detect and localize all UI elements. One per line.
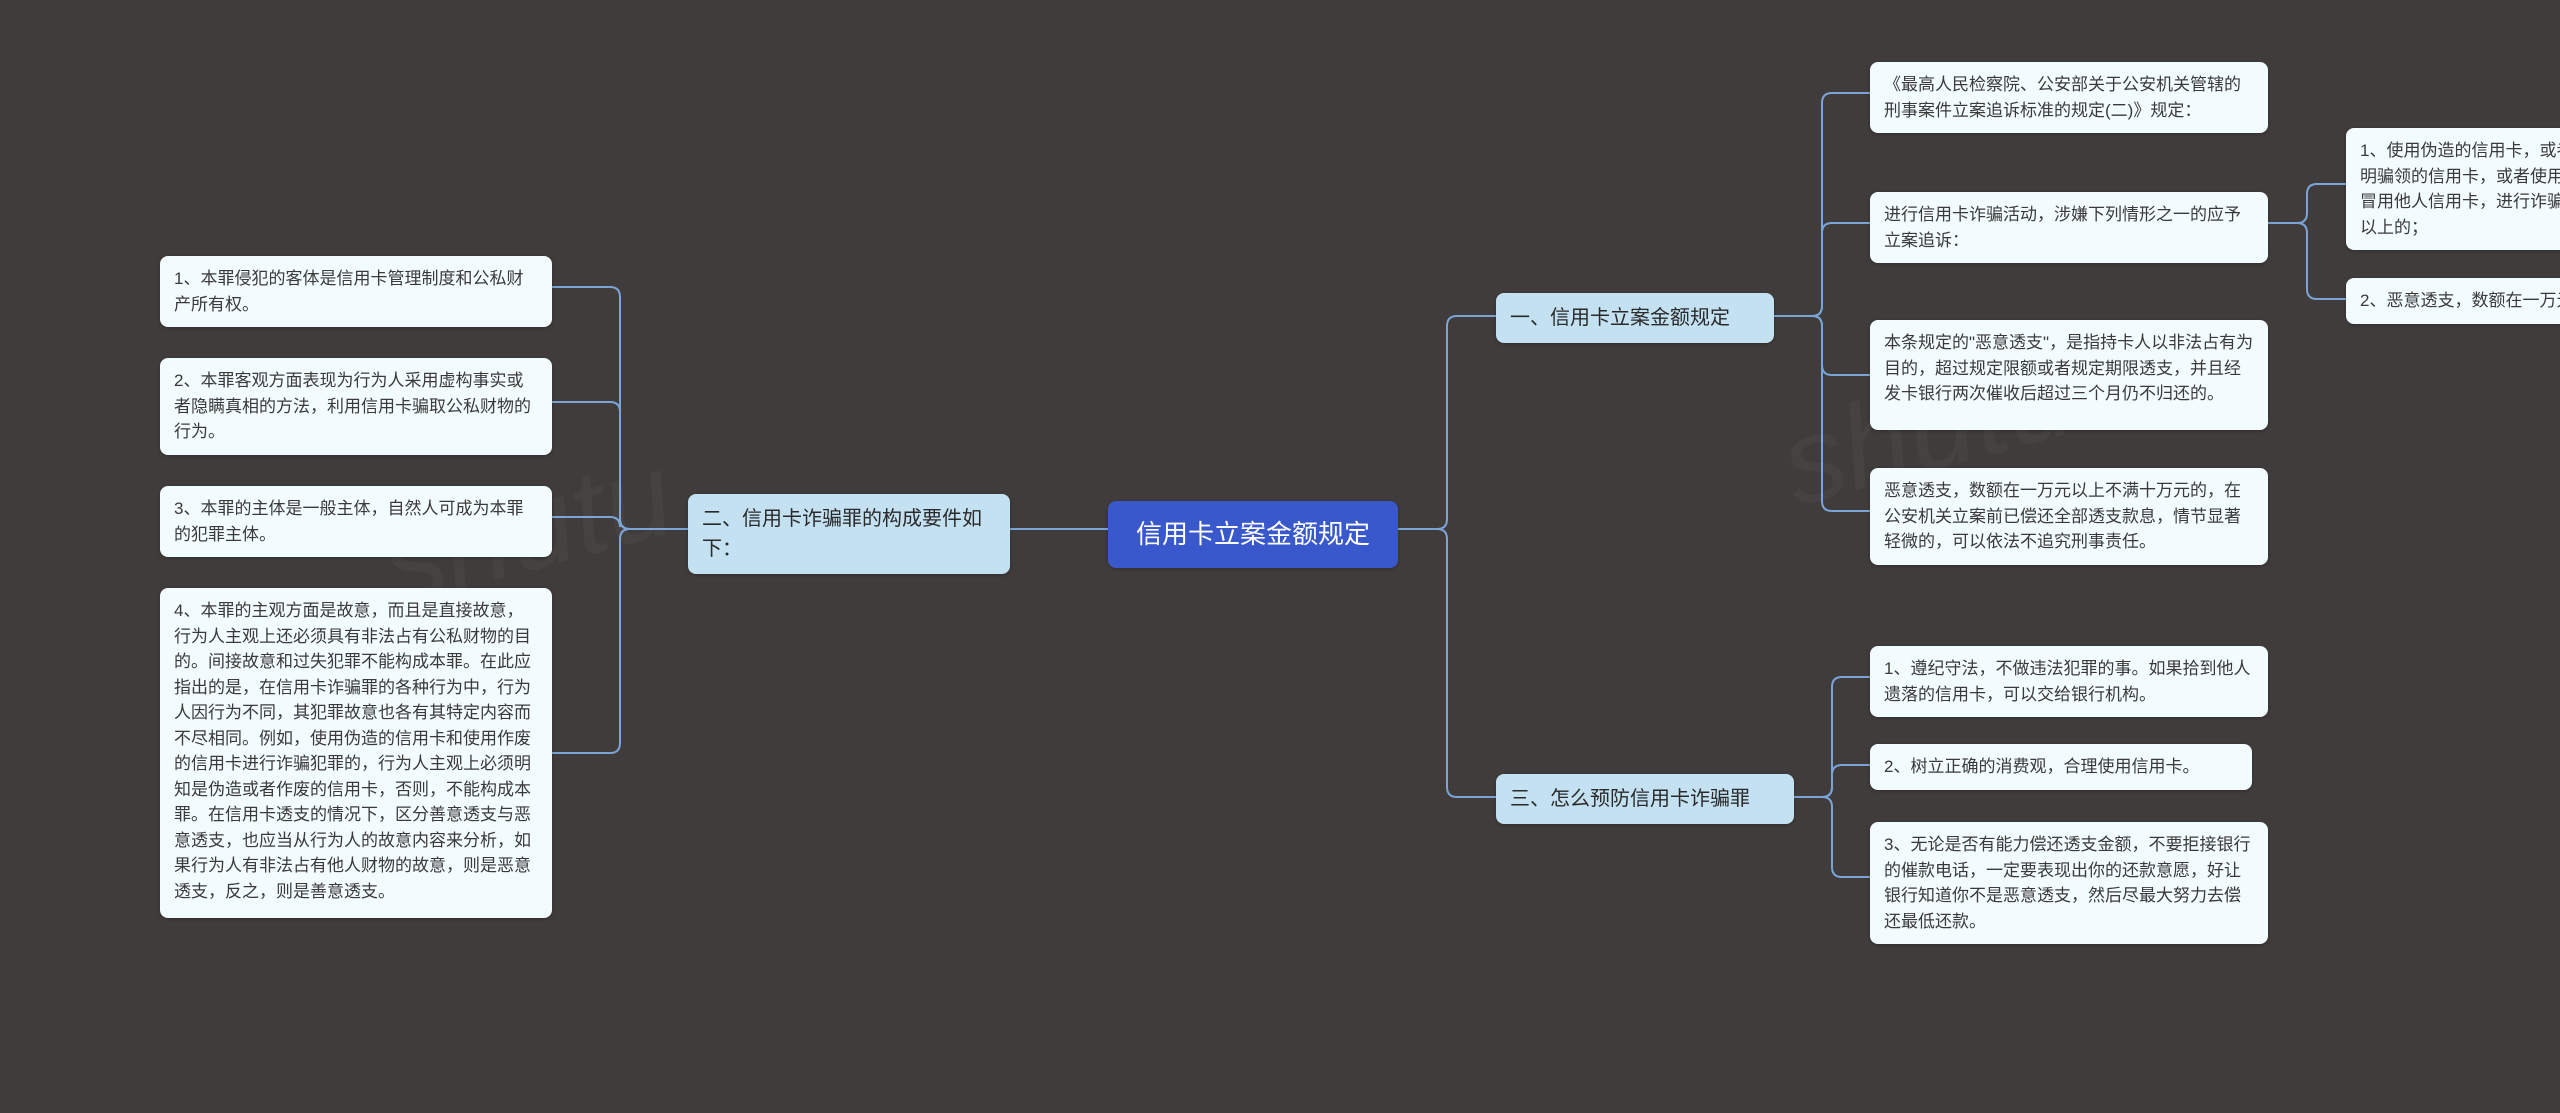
node-text: 4、本罪的主观方面是故意，而且是直接故意，行为人主观上还必须具有非法占有公私财物…: [174, 601, 531, 901]
node-text: 一、信用卡立案金额规定: [1510, 307, 1730, 329]
node-text: 《最高人民检察院、公安部关于公安机关管辖的刑事案件立案追诉标准的规定(二)》规定…: [1884, 75, 2241, 120]
node-text: 二、信用卡诈骗罪的构成要件如下：: [702, 508, 982, 560]
node-text: 1、遵纪守法，不做违法犯罪的事。如果拾到他人遗落的信用卡，可以交给银行机构。: [1884, 659, 2250, 704]
node-text: 3、无论是否有能力偿还透支金额，不要拒接银行的催款电话，一定要表现出你的还款意愿…: [1884, 835, 2250, 931]
connector: [1794, 797, 1870, 877]
connector: [1398, 316, 1496, 529]
node-text: 3、本罪的主体是一般主体，自然人可成为本罪的犯罪主体。: [174, 499, 523, 544]
node-b3: 三、怎么预防信用卡诈骗罪: [1496, 774, 1794, 824]
connector: [1774, 316, 1870, 511]
node-text: 2、本罪客观方面表现为行为人采用虚构事实或者隐瞒真相的方法，利用信用卡骗取公私财…: [174, 371, 531, 441]
node-b3c3: 3、无论是否有能力偿还透支金额，不要拒接银行的催款电话，一定要表现出你的还款意愿…: [1870, 822, 2268, 944]
node-b2c2: 2、本罪客观方面表现为行为人采用虚构事实或者隐瞒真相的方法，利用信用卡骗取公私财…: [160, 358, 552, 455]
connector: [1774, 316, 1870, 375]
connector: [2268, 223, 2346, 299]
node-b2: 二、信用卡诈骗罪的构成要件如下：: [688, 494, 1010, 574]
node-b2c1: 1、本罪侵犯的客体是信用卡管理制度和公私财产所有权。: [160, 256, 552, 327]
node-b1c2a: 1、使用伪造的信用卡，或者使用以虚假的身份证明骗领的信用卡，或者使用作废的信用卡…: [2346, 128, 2560, 250]
connector: [1794, 765, 1870, 797]
node-text: 2、恶意透支，数额在一万元以上的。: [2360, 291, 2560, 310]
node-b2c4: 4、本罪的主观方面是故意，而且是直接故意，行为人主观上还必须具有非法占有公私财物…: [160, 588, 552, 918]
node-text: 1、使用伪造的信用卡，或者使用以虚假的身份证明骗领的信用卡，或者使用作废的信用卡…: [2360, 141, 2560, 237]
connector: [1794, 677, 1870, 797]
node-text: 信用卡立案金额规定: [1136, 519, 1370, 549]
connector: [1774, 93, 1870, 316]
connector: [552, 517, 688, 529]
connector: [552, 402, 688, 529]
connector: [552, 287, 688, 529]
node-text: 1、本罪侵犯的客体是信用卡管理制度和公私财产所有权。: [174, 269, 523, 314]
node-b1c2: 进行信用卡诈骗活动，涉嫌下列情形之一的应予立案追诉：: [1870, 192, 2268, 263]
node-b3c1: 1、遵纪守法，不做违法犯罪的事。如果拾到他人遗落的信用卡，可以交给银行机构。: [1870, 646, 2268, 717]
node-b1c3: 本条规定的"恶意透支"，是指持卡人以非法占有为目的，超过规定限额或者规定期限透支…: [1870, 320, 2268, 430]
node-text: 本条规定的"恶意透支"，是指持卡人以非法占有为目的，超过规定限额或者规定期限透支…: [1884, 333, 2253, 403]
node-root: 信用卡立案金额规定: [1108, 501, 1398, 568]
node-b1c1: 《最高人民检察院、公安部关于公安机关管辖的刑事案件立案追诉标准的规定(二)》规定…: [1870, 62, 2268, 133]
node-b1: 一、信用卡立案金额规定: [1496, 293, 1774, 343]
connector: [2268, 184, 2346, 223]
node-b3c2: 2、树立正确的消费观，合理使用信用卡。: [1870, 744, 2252, 790]
node-b1c4: 恶意透支，数额在一万元以上不满十万元的，在公安机关立案前已偿还全部透支款息，情节…: [1870, 468, 2268, 565]
node-text: 进行信用卡诈骗活动，涉嫌下列情形之一的应予立案追诉：: [1884, 205, 2241, 250]
node-text: 恶意透支，数额在一万元以上不满十万元的，在公安机关立案前已偿还全部透支款息，情节…: [1884, 481, 2241, 551]
node-b2c3: 3、本罪的主体是一般主体，自然人可成为本罪的犯罪主体。: [160, 486, 552, 557]
connector: [552, 529, 688, 753]
node-text: 三、怎么预防信用卡诈骗罪: [1510, 788, 1750, 810]
connector: [1774, 223, 1870, 316]
node-text: 2、树立正确的消费观，合理使用信用卡。: [1884, 757, 2199, 776]
mindmap-canvas: shutu shutu 信用卡立案金额规定二、信用卡诈骗罪的构成要件如下：1、本…: [0, 0, 2560, 1113]
connector: [1398, 529, 1496, 797]
node-b1c2b: 2、恶意透支，数额在一万元以上的。: [2346, 278, 2560, 324]
